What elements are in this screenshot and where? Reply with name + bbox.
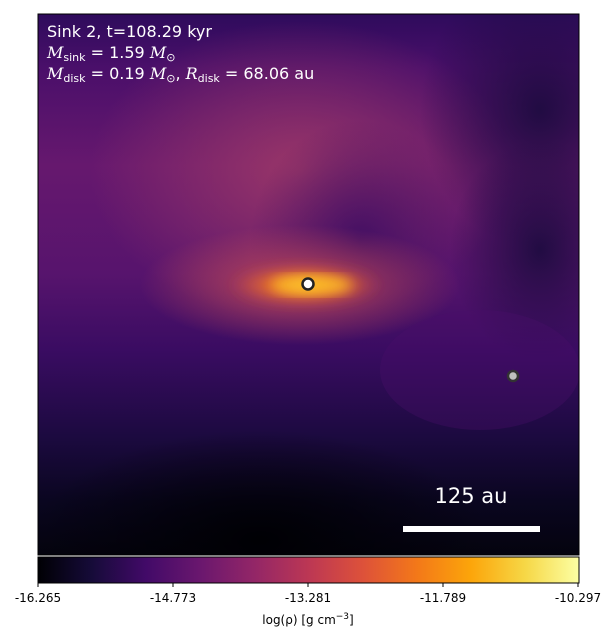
disk-annotation: Mdisk = 0.19 M⊙, Rdisk = 68.06 au <box>47 64 315 85</box>
colorbar-tick-label: -11.789 <box>419 591 467 605</box>
sink-markers <box>301 277 520 383</box>
colorbar <box>37 556 580 587</box>
sink-2-marker <box>301 277 315 291</box>
sink-title: Sink 2, t=108.29 kyr <box>47 22 212 41</box>
scale-bar-label: 125 au <box>434 484 508 508</box>
sink-mass-annotation: Msink = 1.59 M⊙ <box>47 43 176 64</box>
density-map <box>38 14 579 555</box>
colorbar-ticks <box>37 583 579 587</box>
colorbar-tick-label: -10.297 <box>554 591 602 605</box>
colorbar-tick-label: -13.281 <box>284 591 332 605</box>
colorbar-tick-label: -16.265 <box>14 591 62 605</box>
scale-bar <box>403 526 540 532</box>
colorbar-tick-label: -14.773 <box>149 591 197 605</box>
sink-other-marker <box>506 369 520 383</box>
colorbar-label: log(ρ) [g cm−3] <box>262 612 354 627</box>
